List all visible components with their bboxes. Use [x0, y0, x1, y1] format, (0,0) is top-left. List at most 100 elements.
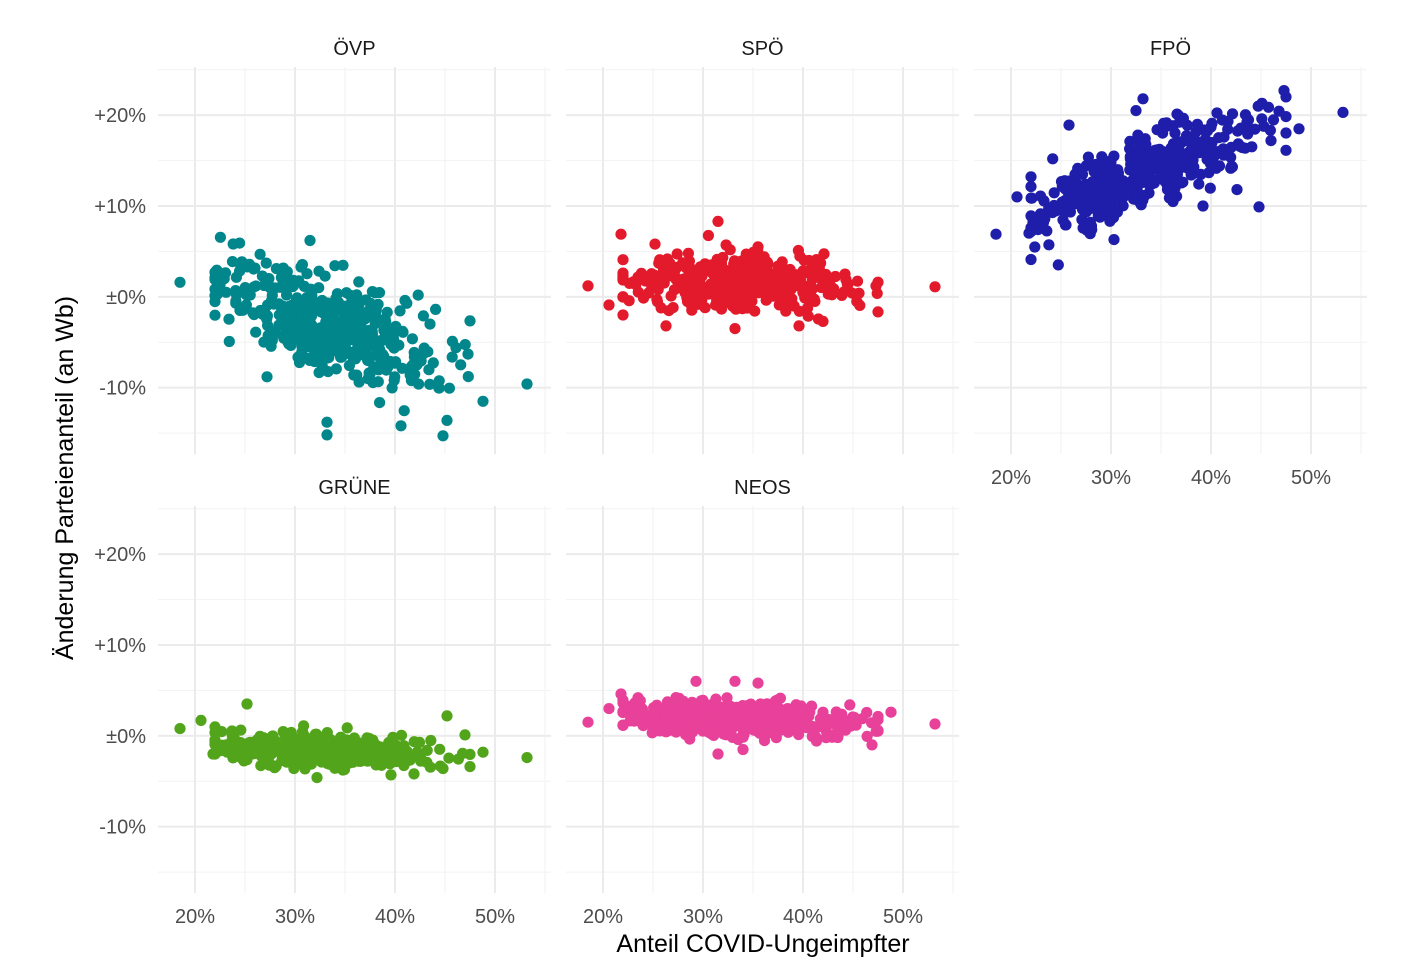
data-point [1273, 105, 1285, 117]
data-point [291, 296, 303, 308]
data-point [313, 265, 325, 277]
data-point [443, 752, 455, 764]
data-point [817, 706, 829, 718]
data-point [778, 707, 790, 720]
data-point [337, 259, 349, 271]
data-point [323, 748, 335, 760]
data-point [617, 272, 629, 285]
x-tick-label: 40% [783, 906, 823, 928]
x-tick-label: 20% [991, 467, 1031, 489]
data-point [716, 285, 728, 297]
data-point [370, 304, 382, 316]
data-point [836, 289, 848, 301]
data-point [773, 299, 785, 311]
data-point [343, 738, 355, 750]
y-tick-label: -10% [99, 817, 146, 839]
data-point [278, 313, 290, 325]
data-point [357, 331, 369, 343]
data-point [357, 307, 369, 319]
data-point [1216, 114, 1229, 126]
data-point [441, 710, 453, 722]
data-point [615, 228, 627, 240]
data-point [240, 288, 252, 300]
y-tick-label: ±0% [106, 287, 146, 309]
data-point [1193, 137, 1205, 149]
data-point [251, 747, 263, 759]
data-point [822, 281, 834, 293]
data-point [746, 715, 759, 727]
data-point [850, 718, 862, 731]
y-axis-title: Änderung Parteienanteil (an Wb) [51, 296, 79, 660]
data-point [700, 712, 712, 724]
data-point [1137, 93, 1149, 105]
data-point [1063, 119, 1075, 131]
data-point [1043, 202, 1055, 214]
data-point [240, 299, 252, 311]
data-point [1080, 206, 1092, 218]
data-point [441, 414, 453, 426]
data-point [406, 333, 418, 345]
data-point [724, 700, 736, 713]
data-point [1205, 121, 1217, 133]
data-point [1043, 239, 1055, 251]
data-point [671, 248, 683, 260]
data-point [276, 738, 288, 751]
x-tick-label: 30% [275, 906, 315, 928]
data-point [736, 714, 749, 726]
x-tick-label: 50% [883, 906, 923, 928]
data-point [603, 703, 615, 715]
data-point [304, 234, 316, 247]
data-point [220, 286, 232, 298]
facet-strip-label: NEOS [734, 477, 791, 499]
data-point [651, 296, 664, 308]
data-point [1023, 227, 1035, 239]
data-point [686, 281, 698, 293]
data-point [1132, 187, 1144, 199]
data-point [1047, 153, 1059, 165]
data-point [1101, 188, 1113, 200]
data-point [615, 688, 627, 700]
data-point [1025, 253, 1037, 266]
data-point [340, 287, 353, 299]
data-point [411, 746, 423, 758]
data-point [372, 376, 384, 388]
data-point [715, 705, 727, 717]
data-point [724, 715, 736, 728]
data-point [223, 335, 235, 348]
facet-strip-label: SPÖ [741, 38, 783, 60]
data-point [676, 277, 688, 289]
data-point [329, 260, 341, 272]
data-point [695, 280, 708, 292]
data-point [270, 263, 282, 275]
data-point [407, 359, 419, 371]
data-point [762, 291, 774, 303]
data-point [707, 268, 719, 280]
data-point [421, 744, 433, 757]
data-point [872, 710, 884, 723]
data-point [813, 262, 825, 274]
data-point [373, 287, 386, 299]
x-tick-label: 20% [175, 906, 215, 928]
data-point [282, 336, 294, 348]
data-point [370, 759, 382, 771]
data-point [195, 714, 207, 727]
data-point [646, 268, 658, 280]
data-point [646, 727, 658, 739]
data-point [793, 320, 805, 332]
data-point [1091, 193, 1103, 205]
data-point [1130, 105, 1142, 117]
data-point [427, 357, 439, 369]
data-point [424, 761, 436, 773]
data-point [1239, 109, 1252, 121]
data-point [174, 276, 186, 288]
data-point [361, 351, 373, 363]
data-point [630, 279, 642, 291]
data-point [321, 416, 333, 428]
data-point [437, 762, 449, 775]
data-point [209, 290, 221, 302]
data-point [1204, 182, 1216, 194]
data-point [266, 748, 278, 760]
data-point [841, 278, 853, 290]
facet-fpö: FPÖ 20% 30% 40% 50% [974, 38, 1367, 489]
data-point [1195, 168, 1207, 180]
